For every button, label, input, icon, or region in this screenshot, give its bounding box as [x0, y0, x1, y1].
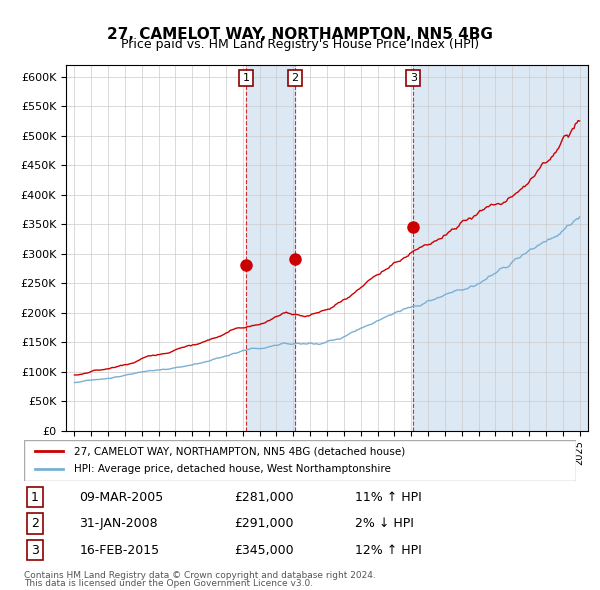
Polygon shape [246, 65, 295, 431]
Text: 27, CAMELOT WAY, NORTHAMPTON, NN5 4BG (detached house): 27, CAMELOT WAY, NORTHAMPTON, NN5 4BG (d… [74, 446, 405, 456]
Text: 2% ↓ HPI: 2% ↓ HPI [355, 517, 414, 530]
Text: 2: 2 [31, 517, 39, 530]
FancyBboxPatch shape [24, 440, 576, 481]
Text: 3: 3 [410, 73, 417, 83]
Text: 1: 1 [31, 490, 39, 504]
Text: 12% ↑ HPI: 12% ↑ HPI [355, 543, 422, 557]
Text: £345,000: £345,000 [234, 543, 293, 557]
Text: Contains HM Land Registry data © Crown copyright and database right 2024.: Contains HM Land Registry data © Crown c… [24, 571, 376, 580]
Text: 31-JAN-2008: 31-JAN-2008 [79, 517, 158, 530]
Text: 3: 3 [31, 543, 39, 557]
Text: £281,000: £281,000 [234, 490, 293, 504]
Text: £291,000: £291,000 [234, 517, 293, 530]
Text: Price paid vs. HM Land Registry's House Price Index (HPI): Price paid vs. HM Land Registry's House … [121, 38, 479, 51]
Polygon shape [413, 65, 588, 431]
Text: 1: 1 [242, 73, 250, 83]
Text: This data is licensed under the Open Government Licence v3.0.: This data is licensed under the Open Gov… [24, 579, 313, 588]
Text: HPI: Average price, detached house, West Northamptonshire: HPI: Average price, detached house, West… [74, 464, 391, 474]
Text: 11% ↑ HPI: 11% ↑ HPI [355, 490, 422, 504]
Text: 09-MAR-2005: 09-MAR-2005 [79, 490, 163, 504]
Text: 27, CAMELOT WAY, NORTHAMPTON, NN5 4BG: 27, CAMELOT WAY, NORTHAMPTON, NN5 4BG [107, 27, 493, 41]
Text: 16-FEB-2015: 16-FEB-2015 [79, 543, 160, 557]
Text: 2: 2 [291, 73, 298, 83]
